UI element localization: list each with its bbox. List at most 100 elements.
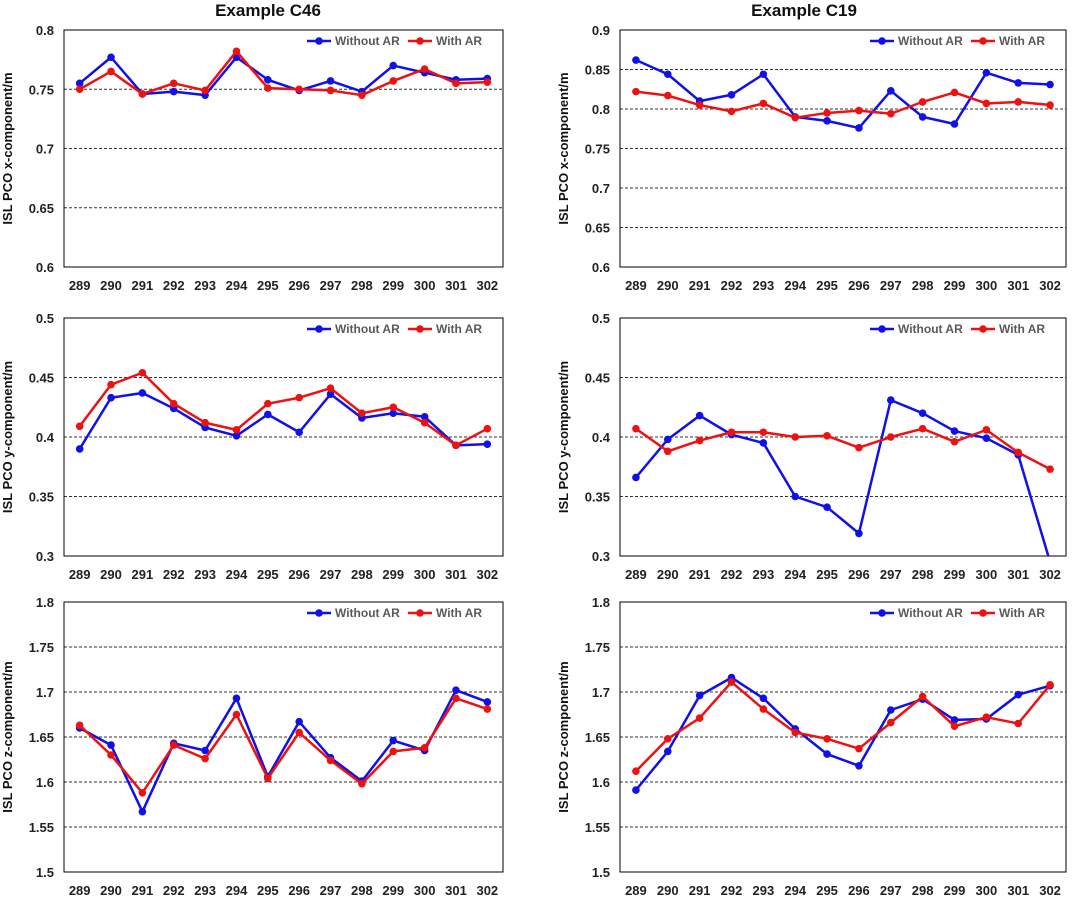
- y-axis-label: ISL PCO x-component/m: [0, 72, 15, 224]
- data-point-without-ar: [107, 53, 115, 62]
- x-tick-label: 296: [288, 883, 310, 898]
- data-point-with-ar: [452, 79, 460, 88]
- data-point-with-ar: [232, 426, 241, 434]
- x-tick-label: 301: [445, 278, 467, 293]
- x-tick-label: 292: [721, 567, 743, 582]
- data-point-with-ar: [264, 399, 272, 408]
- legend-label-with-ar: With AR: [436, 606, 482, 620]
- y-tick-label: 1.75: [29, 640, 54, 655]
- legend-marker-without-ar: [878, 609, 886, 617]
- x-tick-label: 295: [257, 883, 279, 898]
- data-point-without-ar: [107, 393, 115, 402]
- x-tick-label: 302: [476, 883, 498, 898]
- chart-panel-2: 0.3 0.35 0.4 0.45 0.5 289 290 291 292 293 294 295 29…: [0, 311, 504, 582]
- data-point-with-ar: [855, 106, 863, 115]
- data-point-without-ar: [420, 412, 429, 421]
- y-tick-label: 1.6: [36, 775, 54, 790]
- data-point-without-ar: [823, 750, 831, 758]
- data-point-without-ar: [855, 762, 863, 770]
- data-point-with-ar: [1014, 719, 1023, 728]
- data-point-with-ar: [452, 694, 460, 703]
- x-tick-label: 298: [912, 567, 934, 582]
- x-tick-label: 298: [351, 278, 373, 293]
- data-point-without-ar: [138, 389, 147, 397]
- data-point-without-ar: [483, 440, 492, 448]
- data-point-without-ar: [791, 492, 800, 501]
- data-point-with-ar: [727, 678, 736, 686]
- data-point-with-ar: [982, 99, 991, 108]
- x-tick-label: 295: [257, 567, 279, 582]
- data-point-with-ar: [138, 90, 147, 98]
- y-tick-label: 0.75: [29, 82, 54, 97]
- x-tick-label: 293: [194, 883, 216, 898]
- x-tick-label: 290: [657, 567, 679, 582]
- data-point-with-ar: [107, 751, 115, 759]
- x-tick-label: 297: [880, 278, 902, 293]
- data-point-without-ar: [886, 706, 895, 714]
- data-point-with-ar: [326, 756, 335, 765]
- x-tick-label: 289: [69, 883, 91, 898]
- x-tick-label: 297: [320, 278, 342, 293]
- x-tick-label: 296: [848, 883, 870, 898]
- data-point-without-ar: [1046, 80, 1054, 89]
- data-point-with-ar: [389, 77, 398, 85]
- x-tick-label: 296: [848, 278, 870, 293]
- x-tick-label: 292: [163, 883, 185, 898]
- data-point-without-ar: [326, 390, 335, 398]
- data-point-with-ar: [855, 443, 863, 452]
- data-point-without-ar: [295, 428, 303, 437]
- data-point-without-ar: [759, 694, 768, 703]
- data-point-with-ar: [295, 393, 303, 402]
- data-point-with-ar: [982, 713, 991, 721]
- data-point-with-ar: [295, 728, 303, 737]
- x-tick-label: 300: [976, 278, 998, 293]
- data-point-without-ar: [632, 56, 640, 64]
- x-tick-label: 297: [320, 883, 342, 898]
- data-point-with-ar: [232, 47, 241, 56]
- y-tick-label: 1.55: [29, 820, 54, 835]
- data-point-without-ar: [759, 70, 768, 79]
- plot-frame: [619, 317, 1067, 557]
- data-point-with-ar: [420, 418, 429, 427]
- data-point-with-ar: [632, 767, 640, 775]
- legend-marker-with-ar: [979, 325, 987, 333]
- legend-marker-with-ar: [416, 37, 424, 45]
- data-point-without-ar: [107, 741, 115, 749]
- data-point-with-ar: [169, 399, 178, 408]
- x-tick-label: 299: [382, 883, 404, 898]
- legend-marker-without-ar: [315, 609, 323, 617]
- x-tick-label: 296: [288, 567, 310, 582]
- data-point-with-ar: [663, 447, 672, 456]
- series-line-without-ar: [634, 398, 1050, 556]
- x-tick-label: 299: [944, 567, 966, 582]
- data-point-with-ar: [918, 98, 927, 106]
- x-tick-label: 293: [753, 567, 775, 582]
- data-point-with-ar: [886, 433, 895, 441]
- legend-marker-with-ar: [416, 609, 424, 617]
- y-tick-label: 1.7: [592, 685, 610, 700]
- data-point-with-ar: [1014, 98, 1023, 106]
- x-tick-label: 292: [163, 278, 185, 293]
- data-point-without-ar: [264, 75, 272, 84]
- data-point-with-ar: [695, 714, 704, 722]
- y-tick-label: 0.8: [592, 102, 610, 117]
- data-point-without-ar: [886, 396, 895, 404]
- x-tick-label: 295: [816, 883, 838, 898]
- x-tick-label: 290: [100, 278, 122, 293]
- data-point-with-ar: [855, 744, 863, 753]
- y-tick-label: 0.5: [592, 311, 610, 326]
- series-line-with-ar: [78, 697, 488, 795]
- data-point-without-ar: [632, 473, 640, 482]
- legend-label-without-ar: Without AR: [335, 34, 400, 48]
- data-point-with-ar: [727, 107, 736, 116]
- data-point-with-ar: [823, 432, 831, 440]
- data-point-with-ar: [138, 789, 147, 797]
- data-point-with-ar: [389, 403, 398, 412]
- x-tick-label: 291: [689, 278, 711, 293]
- data-point-without-ar: [663, 70, 672, 79]
- y-axis-label: ISL PCO z-component/m: [556, 661, 571, 812]
- x-tick-label: 300: [414, 883, 436, 898]
- data-point-without-ar: [295, 717, 303, 726]
- x-tick-label: 302: [476, 278, 498, 293]
- data-point-with-ar: [483, 705, 492, 713]
